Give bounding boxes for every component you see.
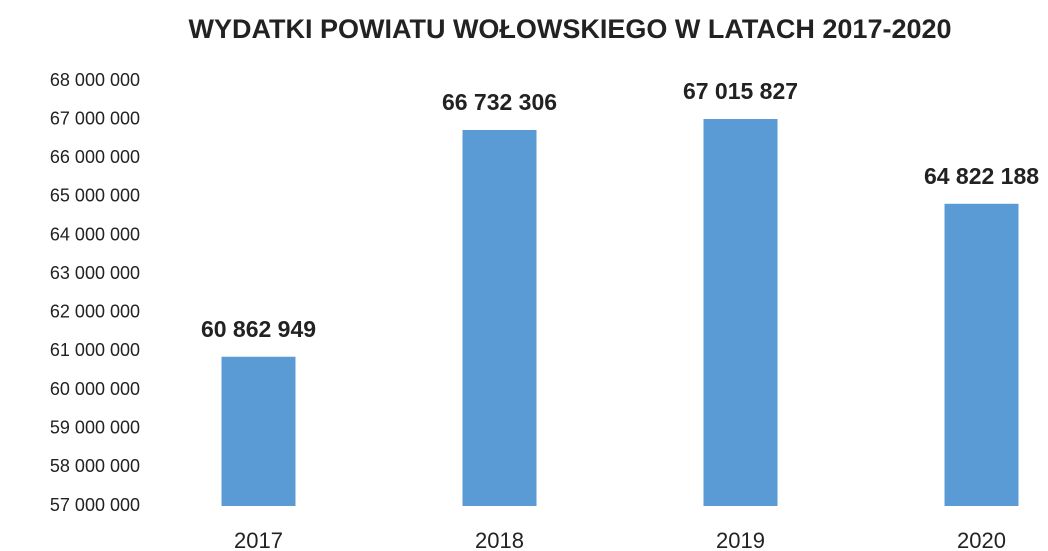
bar bbox=[221, 356, 296, 506]
y-tick-label: 68 000 000 bbox=[50, 70, 140, 90]
x-tick-label: 2020 bbox=[957, 528, 1006, 551]
bar bbox=[703, 119, 778, 506]
x-tick-label: 2018 bbox=[475, 528, 524, 551]
y-tick-label: 59 000 000 bbox=[50, 417, 140, 437]
y-tick-label: 62 000 000 bbox=[50, 302, 140, 322]
y-tick-label: 64 000 000 bbox=[50, 224, 140, 244]
value-label: 64 822 188 bbox=[924, 163, 1039, 189]
y-tick-label: 67 000 000 bbox=[50, 108, 140, 128]
bar bbox=[462, 129, 537, 507]
y-tick-label: 61 000 000 bbox=[50, 340, 140, 360]
y-tick-label: 63 000 000 bbox=[50, 263, 140, 283]
value-label: 66 732 306 bbox=[442, 89, 557, 115]
value-label: 67 015 827 bbox=[683, 78, 798, 104]
chart-title: WYDATKI POWIATU WOŁOWSKIEGO W LATACH 201… bbox=[188, 14, 951, 44]
y-tick-label: 58 000 000 bbox=[50, 456, 140, 476]
y-tick-label: 57 000 000 bbox=[50, 495, 140, 515]
value-label: 60 862 949 bbox=[201, 316, 316, 342]
y-tick-label: 60 000 000 bbox=[50, 379, 140, 399]
bar bbox=[944, 203, 1019, 506]
x-tick-label: 2019 bbox=[716, 528, 765, 551]
y-tick-label: 66 000 000 bbox=[50, 147, 140, 167]
x-tick-label: 2017 bbox=[234, 528, 283, 551]
y-tick-label: 65 000 000 bbox=[50, 186, 140, 206]
